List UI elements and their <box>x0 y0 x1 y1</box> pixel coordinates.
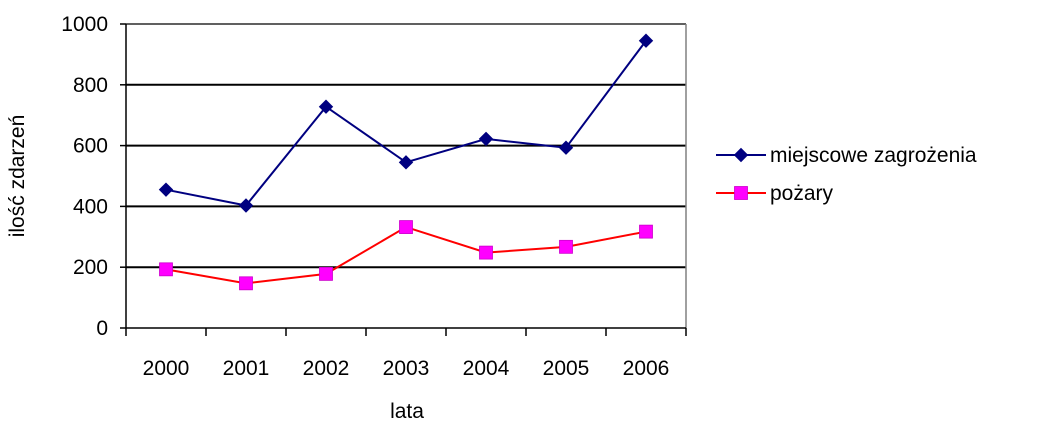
y-tick-label: 400 <box>73 195 108 218</box>
x-tick-label: 2006 <box>623 357 670 380</box>
data-point <box>159 262 173 277</box>
x-tick-label: 2004 <box>463 357 510 380</box>
series-line <box>165 225 647 285</box>
x-tick-label: 2002 <box>303 357 350 380</box>
data-point <box>399 220 413 234</box>
legend-label: miejscowe zagrożenia <box>770 144 977 167</box>
data-point <box>319 266 333 281</box>
legend-item: miejscowe zagrożenia <box>716 144 977 167</box>
data-point <box>639 224 653 239</box>
data-point <box>239 276 253 291</box>
x-tick-label: 2005 <box>543 357 590 380</box>
x-tick-label: 2000 <box>143 357 190 380</box>
y-tick-label: 0 <box>96 317 108 340</box>
data-point <box>559 239 573 254</box>
data-point <box>479 245 493 260</box>
x-axis-label: lata <box>390 400 424 421</box>
tick-labels: 0 200 400 600 800 1000 2000 2001 2002 2003 2004 200… <box>61 13 669 380</box>
data-point <box>478 131 494 147</box>
data-point <box>158 182 174 197</box>
y-tick-label: 600 <box>73 135 108 158</box>
y-tick-label: 800 <box>73 74 108 97</box>
series-layer <box>158 33 654 291</box>
legend-marker <box>733 147 749 163</box>
series-line <box>165 40 647 207</box>
legend-item: pożary <box>716 182 834 205</box>
data-point <box>318 99 334 114</box>
legend: miejscowe zagrożenia pożary <box>716 144 977 205</box>
series-0 <box>158 33 654 213</box>
data-point <box>398 155 414 170</box>
axes <box>120 23 687 336</box>
legend-marker <box>734 186 748 200</box>
legend-label: pożary <box>770 182 834 205</box>
data-point <box>638 33 654 48</box>
x-tick-label: 2003 <box>383 357 430 380</box>
data-point <box>558 140 574 155</box>
data-point <box>238 198 254 213</box>
x-tick-label: 2001 <box>223 357 270 380</box>
series-1 <box>159 220 653 291</box>
y-axis-label: ilość zdarzeń <box>6 115 29 238</box>
y-tick-label: 1000 <box>61 13 108 36</box>
y-tick-label: 200 <box>73 256 108 279</box>
